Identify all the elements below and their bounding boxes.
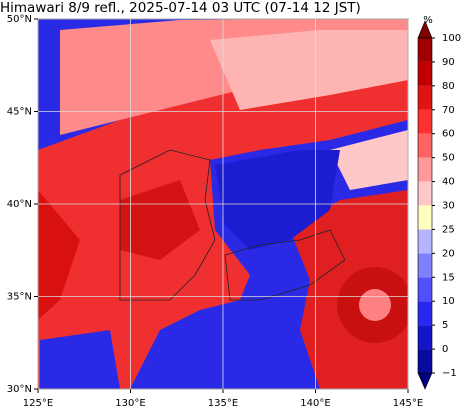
colorbar-tick-label: 15	[442, 272, 455, 283]
colorbar-tick-label: 100	[442, 33, 461, 44]
colorbar-segment	[418, 85, 432, 110]
colorbar-segment	[418, 349, 432, 373]
colorbar-segment	[418, 61, 432, 86]
colorbar-tick-label: 10	[442, 296, 455, 307]
y-tick-label: 30°N	[7, 384, 32, 395]
colorbar-tick-label: 60	[442, 129, 455, 140]
colorbar-segment	[418, 277, 432, 302]
colorbar-segment	[418, 253, 432, 278]
colorbar-tick-label: 90	[442, 57, 455, 68]
colorbar-tick-label: 0	[442, 344, 448, 355]
colorbar-label: %	[423, 15, 433, 26]
colorbar-segment	[418, 38, 432, 62]
x-tick-label: 140°E	[300, 398, 330, 409]
colorbar-tick-label: 80	[442, 81, 455, 92]
colorbar-tick-label: 20	[442, 248, 455, 259]
colorbar-tick-label: −1	[442, 368, 457, 379]
colorbar-tick-label: 5	[442, 320, 448, 331]
y-tick-label: 35°N	[7, 292, 32, 303]
colorbar-tick-label: 25	[442, 224, 455, 235]
x-tick-label: 135°E	[208, 398, 238, 409]
y-tick-label: 50°N	[7, 14, 32, 25]
chart-title: Himawari 8/9 refl., 2025-07-14 03 UTC (0…	[0, 0, 361, 16]
colorbar-segment	[418, 301, 432, 326]
colorbar-segment	[418, 205, 432, 230]
colorbar-segment	[418, 157, 432, 182]
colorbar-segment	[418, 325, 432, 350]
x-tick-label: 130°E	[115, 398, 145, 409]
y-tick-label: 40°N	[7, 199, 32, 210]
x-tick-label: 125°E	[23, 398, 53, 409]
colorbar-tick-label: 50	[442, 153, 455, 164]
colorbar-tick-label: 30	[442, 201, 455, 212]
colorbar-under	[417, 372, 433, 390]
colorbar-segment	[418, 181, 432, 206]
colorbar-tick-label: 40	[442, 177, 455, 188]
colorbar-segment	[418, 109, 432, 134]
colorbar-segment	[418, 229, 432, 254]
colorbar-segment	[418, 133, 432, 158]
colorbar-tick-label: 70	[442, 105, 455, 116]
y-tick-label: 45°N	[7, 107, 32, 118]
x-tick-label: 145°E	[393, 398, 423, 409]
